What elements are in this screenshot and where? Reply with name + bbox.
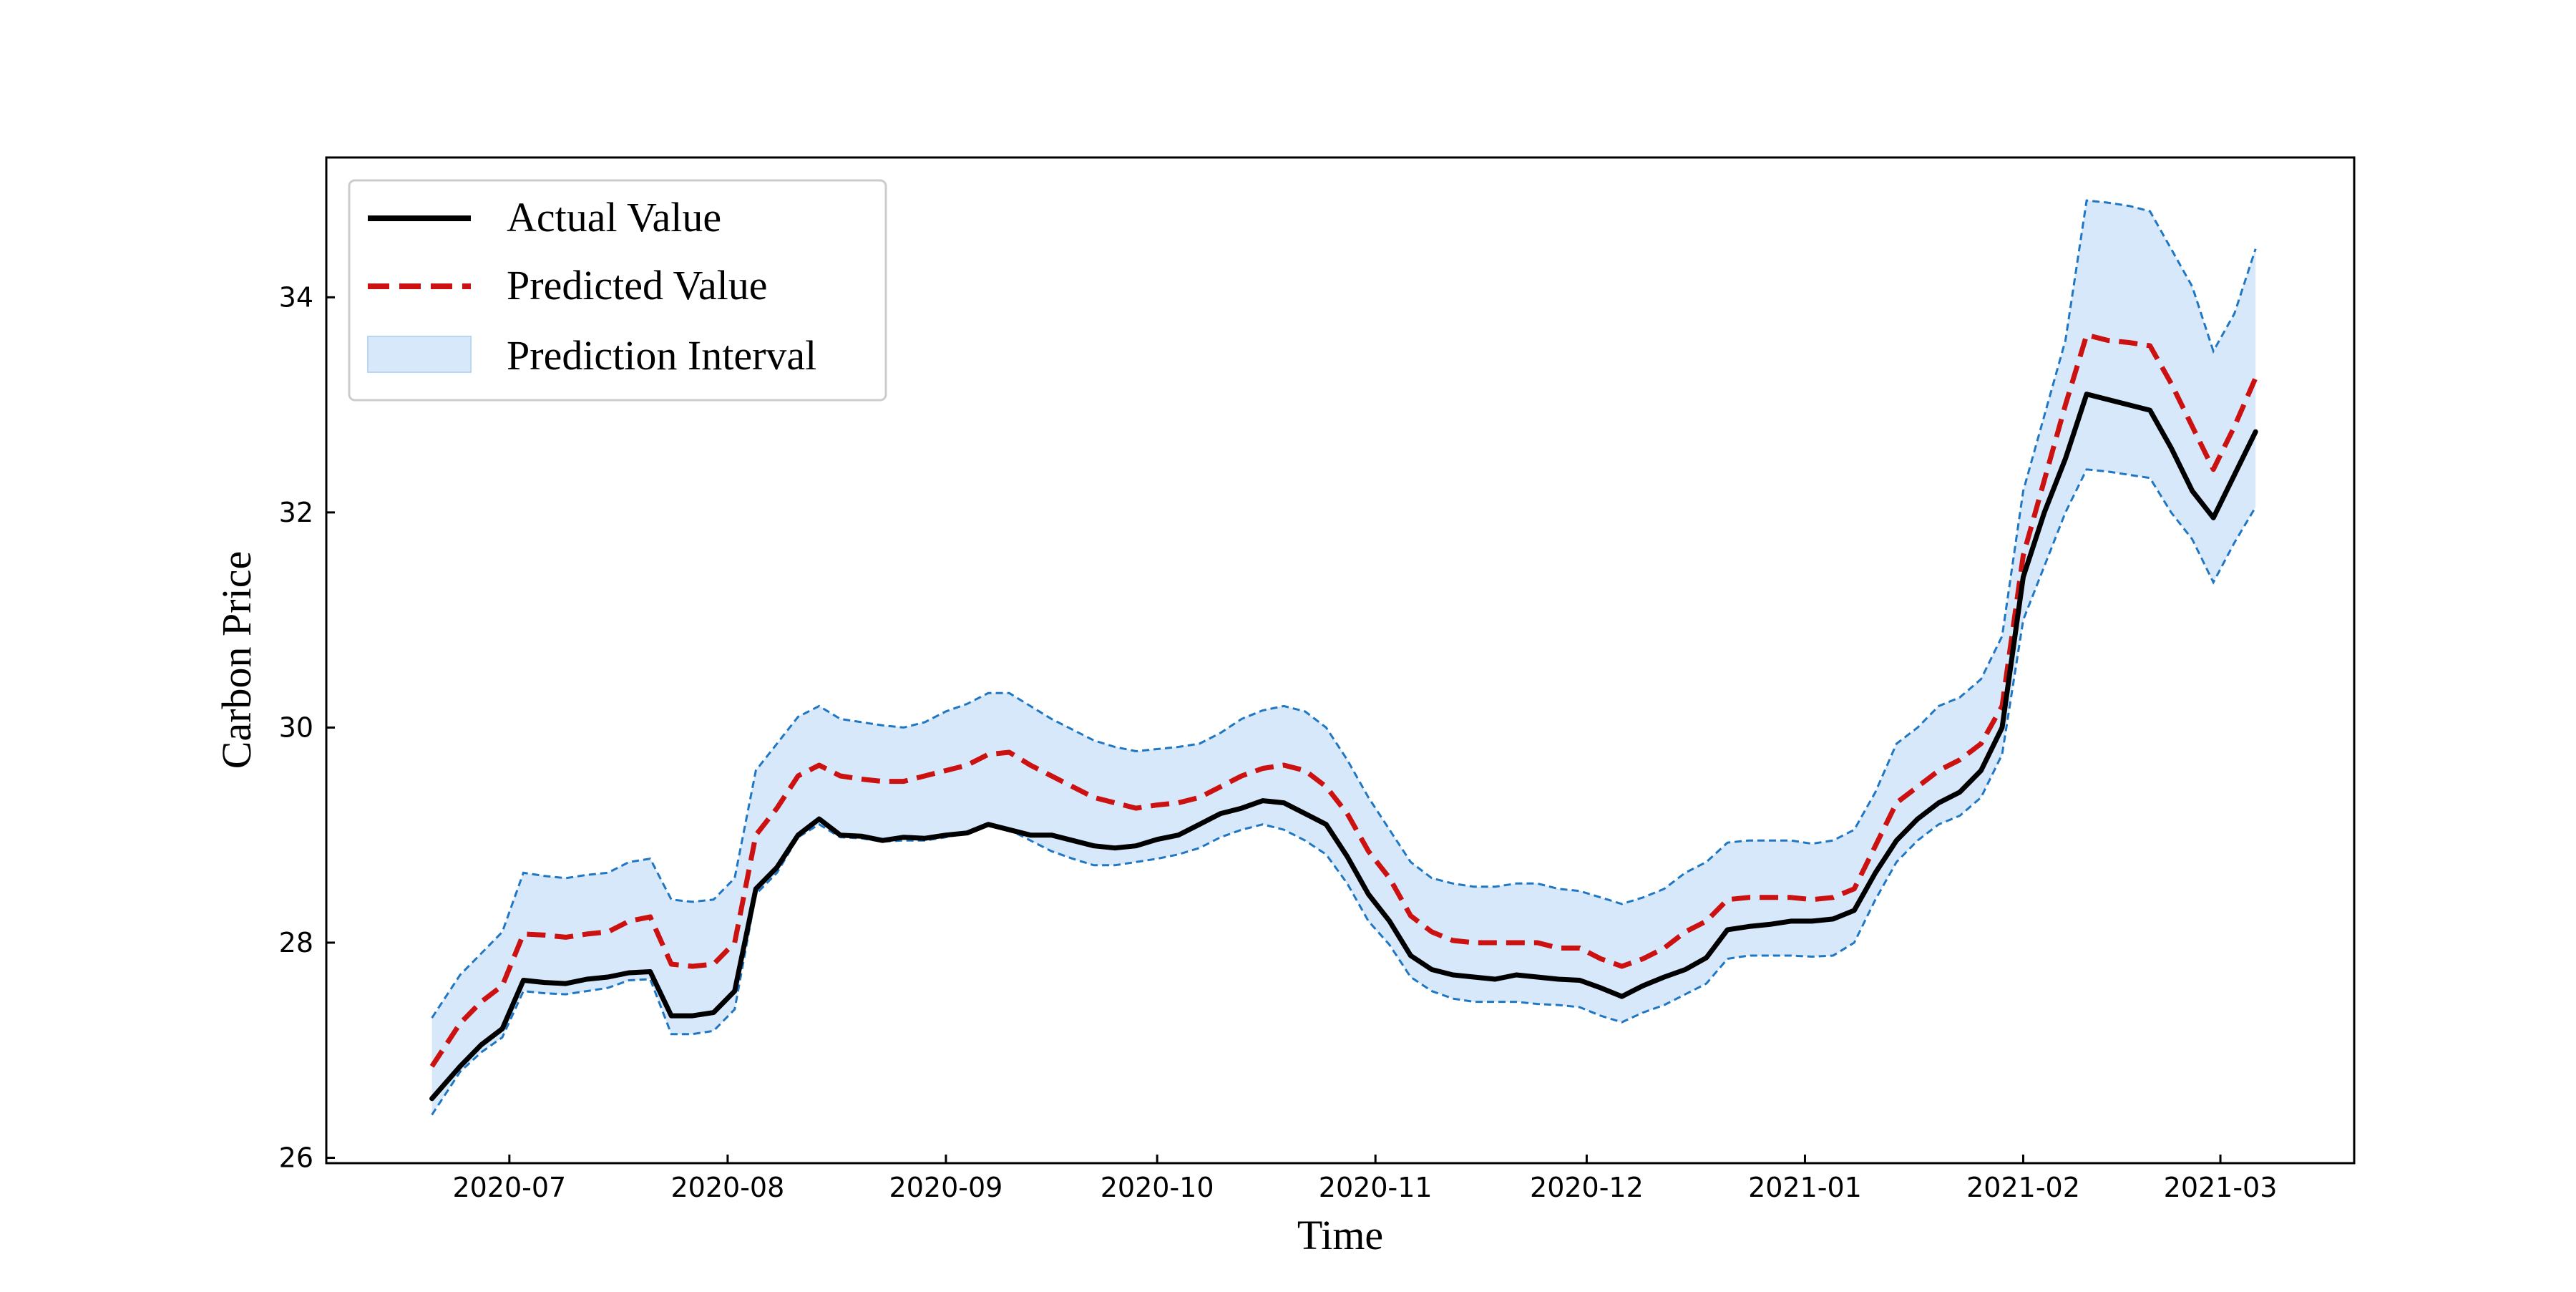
x-tick-label: 2020-07 bbox=[452, 1172, 566, 1203]
plot-frame bbox=[325, 156, 2356, 1165]
x-tick-label: 2020-08 bbox=[671, 1172, 785, 1203]
y-tick-label: 26 bbox=[279, 1142, 313, 1173]
actual-value-line bbox=[429, 392, 2258, 1102]
x-tick-label: 2020-12 bbox=[1530, 1172, 1644, 1203]
predicted-value-line bbox=[429, 332, 2258, 1068]
legend-label-predicted: Predicted Value bbox=[507, 262, 768, 309]
y-tick-label: 30 bbox=[279, 711, 313, 743]
y-tick-label: 34 bbox=[279, 281, 313, 313]
axis-layer: 2020-07 2020-08 2020-09 2020-10 2020-11 2020-… bbox=[279, 281, 2278, 1203]
upper-bound-line bbox=[431, 199, 2257, 1019]
x-tick-label: 2021-03 bbox=[2164, 1172, 2278, 1203]
y-tick-label: 28 bbox=[279, 927, 313, 958]
x-tick-label: 2020-11 bbox=[1319, 1172, 1433, 1203]
legend-box bbox=[348, 179, 887, 402]
plot-layer bbox=[429, 199, 2258, 1116]
prediction-interval-band bbox=[431, 200, 2256, 1115]
legend-swatch-interval bbox=[367, 336, 472, 373]
legend-label-interval: Prediction Interval bbox=[507, 332, 816, 379]
x-tick-label: 2021-02 bbox=[1966, 1172, 2080, 1203]
x-tick-label: 2020-09 bbox=[889, 1172, 1003, 1203]
x-axis-label: Time bbox=[1297, 1212, 1383, 1258]
x-tick-label: 2020-10 bbox=[1101, 1172, 1214, 1203]
legend: Actual Value Predicted Value Prediction … bbox=[348, 179, 887, 402]
y-axis-label: Carbon Price bbox=[213, 551, 260, 769]
y-tick-label: 32 bbox=[279, 497, 313, 528]
legend-label-actual: Actual Value bbox=[507, 194, 721, 241]
x-tick-label: 2021-01 bbox=[1748, 1172, 1862, 1203]
